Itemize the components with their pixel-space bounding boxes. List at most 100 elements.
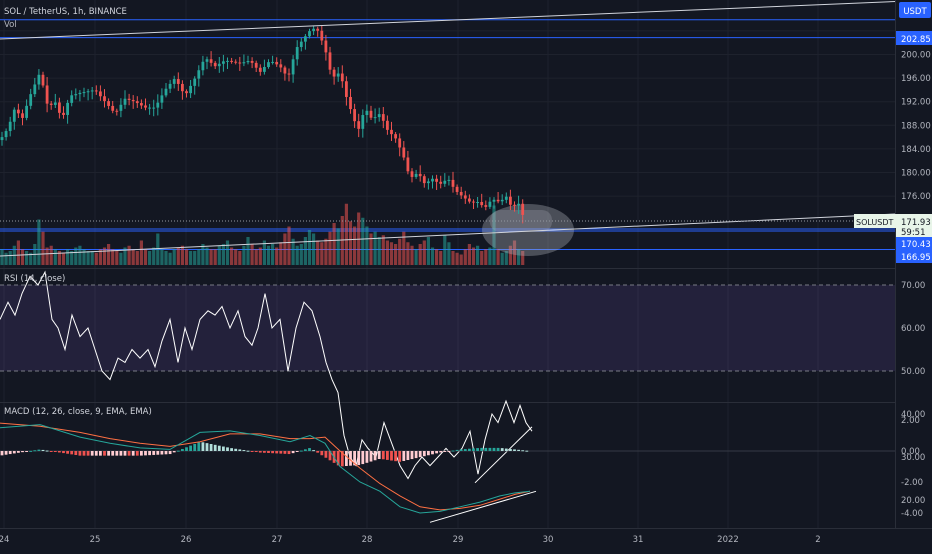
- candle-body[interactable]: [131, 99, 135, 102]
- candle-body[interactable]: [377, 114, 381, 118]
- candle-body[interactable]: [148, 107, 151, 109]
- candle-body[interactable]: [254, 62, 258, 68]
- highlight-drawing[interactable]: [482, 204, 574, 256]
- candle-body[interactable]: [197, 70, 201, 79]
- candle-body[interactable]: [500, 199, 504, 202]
- candle-body[interactable]: [107, 101, 110, 106]
- symbol-legend[interactable]: SOL / TetherUS, 1h, BINANCE: [4, 7, 127, 17]
- candle-body[interactable]: [308, 31, 311, 37]
- rsi-pane[interactable]: [0, 270, 895, 484]
- candle-body[interactable]: [193, 78, 197, 86]
- candle-body[interactable]: [0, 137, 4, 141]
- candle-body[interactable]: [299, 41, 303, 48]
- trendline-upper[interactable]: [0, 0, 932, 40]
- candle-body[interactable]: [521, 203, 525, 215]
- candle-body[interactable]: [74, 94, 78, 96]
- candle-body[interactable]: [45, 85, 49, 104]
- time-scale[interactable]: [0, 528, 932, 550]
- candle-body[interactable]: [484, 205, 488, 207]
- candle-body[interactable]: [156, 102, 160, 108]
- candle-body[interactable]: [263, 67, 266, 72]
- candle-body[interactable]: [304, 36, 307, 42]
- macd-signal-line[interactable]: [0, 422, 531, 511]
- candle-body[interactable]: [357, 121, 361, 129]
- candle-body[interactable]: [295, 47, 299, 60]
- candle-body[interactable]: [410, 171, 414, 177]
- candlestick-series[interactable]: [0, 25, 525, 224]
- candle-body[interactable]: [111, 105, 115, 111]
- candle-body[interactable]: [275, 61, 279, 65]
- candle-body[interactable]: [504, 196, 508, 200]
- candle-body[interactable]: [324, 40, 328, 53]
- candle-body[interactable]: [517, 203, 520, 206]
- candle-body[interactable]: [49, 103, 53, 105]
- candle-body[interactable]: [21, 113, 24, 118]
- candle-body[interactable]: [230, 60, 233, 62]
- candle-body[interactable]: [459, 191, 463, 196]
- candle-body[interactable]: [431, 178, 434, 182]
- candle-body[interactable]: [17, 109, 20, 114]
- macd-legend[interactable]: MACD (12, 26, close, 9, EMA, EMA): [4, 407, 152, 417]
- candle-body[interactable]: [234, 61, 238, 63]
- candle-body[interactable]: [336, 73, 340, 77]
- candle-body[interactable]: [70, 95, 74, 103]
- candle-body[interactable]: [222, 61, 225, 64]
- candle-body[interactable]: [90, 90, 94, 92]
- candle-body[interactable]: [238, 62, 242, 64]
- candle-body[interactable]: [398, 138, 402, 148]
- macd-pane[interactable]: [0, 422, 895, 523]
- macd-divergence-line[interactable]: [429, 490, 537, 523]
- candle-body[interactable]: [53, 102, 57, 105]
- candle-body[interactable]: [439, 181, 443, 184]
- candle-body[interactable]: [316, 28, 320, 31]
- candle-body[interactable]: [160, 95, 164, 103]
- rsi-legend[interactable]: RSI (14, close): [4, 274, 65, 284]
- candle-body[interactable]: [390, 129, 393, 135]
- candle-body[interactable]: [168, 83, 172, 89]
- candle-body[interactable]: [152, 107, 156, 109]
- candle-body[interactable]: [250, 60, 254, 63]
- candle-body[interactable]: [12, 109, 16, 122]
- candle-body[interactable]: [33, 84, 37, 95]
- candle-body[interactable]: [164, 88, 168, 96]
- candle-body[interactable]: [353, 109, 356, 122]
- candle-body[interactable]: [213, 62, 217, 67]
- candle-body[interactable]: [172, 79, 176, 84]
- candle-body[interactable]: [320, 30, 324, 41]
- candle-body[interactable]: [406, 157, 410, 172]
- candle-body[interactable]: [381, 114, 385, 121]
- candle-body[interactable]: [394, 134, 397, 139]
- candle-body[interactable]: [291, 59, 295, 75]
- price-tag-level-low[interactable]: [896, 250, 932, 263]
- candle-body[interactable]: [279, 64, 283, 68]
- candle-body[interactable]: [123, 98, 127, 105]
- candle-body[interactable]: [418, 173, 422, 177]
- candle-body[interactable]: [103, 96, 106, 102]
- candle-body[interactable]: [345, 81, 348, 97]
- candle-body[interactable]: [443, 180, 447, 184]
- candle-body[interactable]: [435, 178, 438, 182]
- candle-body[interactable]: [176, 79, 180, 84]
- candle-body[interactable]: [349, 96, 352, 110]
- candle-body[interactable]: [115, 110, 119, 112]
- candle-body[interactable]: [267, 62, 270, 68]
- candle-body[interactable]: [496, 199, 500, 202]
- candle-body[interactable]: [78, 92, 82, 95]
- price-pane[interactable]: [0, 0, 932, 265]
- candle-body[interactable]: [427, 181, 430, 184]
- candle-body[interactable]: [476, 202, 479, 203]
- candle-body[interactable]: [472, 201, 475, 203]
- candle-body[interactable]: [86, 91, 90, 93]
- candle-body[interactable]: [205, 59, 209, 62]
- candle-body[interactable]: [4, 131, 8, 138]
- price-scale[interactable]: [895, 0, 932, 528]
- candle-body[interactable]: [82, 92, 86, 94]
- candle-body[interactable]: [140, 103, 143, 106]
- candle-body[interactable]: [492, 199, 496, 202]
- candle-body[interactable]: [25, 105, 28, 118]
- candle-body[interactable]: [369, 110, 373, 118]
- candle-body[interactable]: [271, 61, 274, 63]
- trendlines[interactable]: [0, 0, 932, 257]
- rsi-divergence-line[interactable]: [474, 426, 533, 484]
